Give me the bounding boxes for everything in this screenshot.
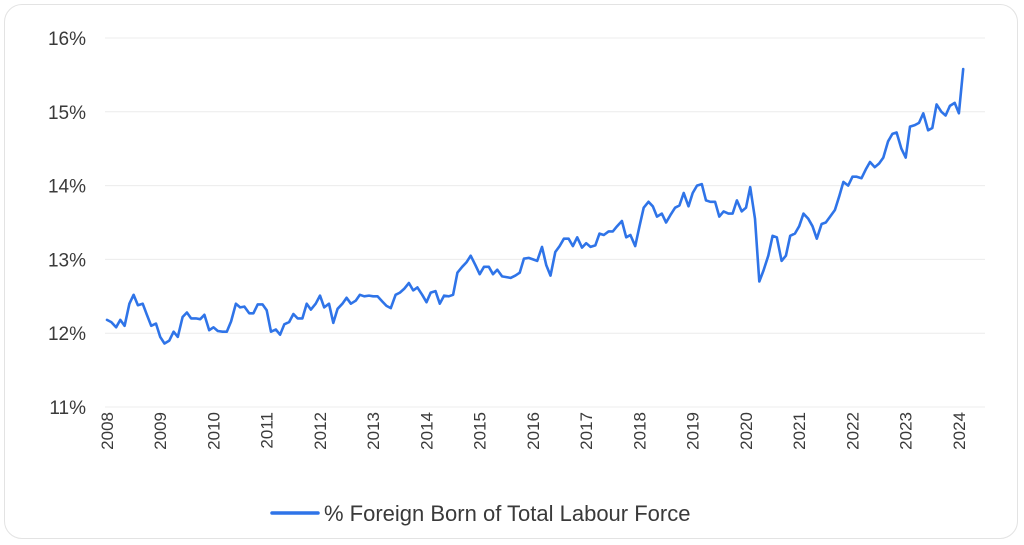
x-tick-label: 2021 <box>790 412 809 450</box>
grid-lines <box>105 37 985 408</box>
x-tick-label: 2013 <box>364 412 383 450</box>
y-tick-label: 15% <box>48 103 86 124</box>
chart-card <box>4 4 1018 539</box>
x-tick-label: 2022 <box>843 412 862 450</box>
x-tick-label: 2018 <box>630 412 649 450</box>
series-layer <box>105 67 965 345</box>
legend-label: % Foreign Born of Total Labour Force <box>324 501 690 526</box>
x-tick-label: 2024 <box>950 412 969 450</box>
x-axis-ticks: 2008 2009 2010 2011 2012 2013 2014 2015 2016 2017… <box>98 412 969 450</box>
y-tick-label: 14% <box>48 177 86 198</box>
y-tick-label: 11% <box>49 398 86 419</box>
x-tick-label: 2015 <box>471 412 490 450</box>
x-tick-label: 2012 <box>311 412 330 450</box>
x-tick-label: 2014 <box>417 412 436 450</box>
legend: % Foreign Born of Total Labour Force <box>270 501 690 526</box>
x-tick-label: 2011 <box>258 412 277 449</box>
y-tick-label: 16% <box>48 29 86 50</box>
y-tick-label: 12% <box>48 324 86 345</box>
x-tick-label: 2019 <box>684 412 703 450</box>
x-tick-label: 2008 <box>98 412 117 450</box>
x-tick-label: 2009 <box>151 412 170 450</box>
x-tick-label: 2016 <box>524 412 543 450</box>
series-line <box>105 67 965 345</box>
y-tick-label: 13% <box>48 250 86 271</box>
y-axis-ticks: 11% 12% 13% 14% 15% 16% <box>48 29 86 419</box>
x-tick-label: 2010 <box>204 412 223 450</box>
x-tick-label: 2017 <box>577 412 596 450</box>
x-tick-label: 2020 <box>737 412 756 450</box>
x-tick-label: 2023 <box>897 412 916 450</box>
